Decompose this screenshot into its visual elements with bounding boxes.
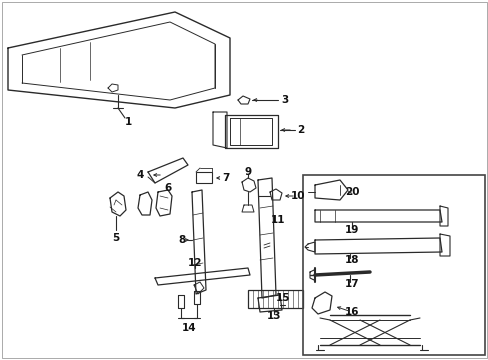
- Text: 9: 9: [244, 167, 251, 177]
- Text: 14: 14: [182, 323, 196, 333]
- Text: 11: 11: [270, 215, 285, 225]
- Text: 2: 2: [297, 125, 304, 135]
- Text: 6: 6: [164, 183, 171, 193]
- Bar: [303, 175, 484, 355]
- Text: 4: 4: [136, 170, 143, 180]
- Text: 18: 18: [344, 255, 359, 265]
- Text: 5: 5: [112, 233, 120, 243]
- Text: 8: 8: [178, 235, 185, 245]
- Text: 1: 1: [124, 117, 131, 127]
- Text: 19: 19: [344, 225, 359, 235]
- Text: 3: 3: [281, 95, 288, 105]
- Text: 20: 20: [344, 187, 359, 197]
- Text: 10: 10: [290, 191, 305, 201]
- Text: 16: 16: [344, 307, 359, 317]
- Text: 13: 13: [266, 311, 281, 321]
- Bar: [196, 172, 212, 183]
- Text: 7: 7: [222, 173, 229, 183]
- Text: 15: 15: [275, 293, 290, 303]
- Text: 12: 12: [187, 258, 202, 268]
- Text: 17: 17: [344, 279, 359, 289]
- Bar: [247, 290, 303, 308]
